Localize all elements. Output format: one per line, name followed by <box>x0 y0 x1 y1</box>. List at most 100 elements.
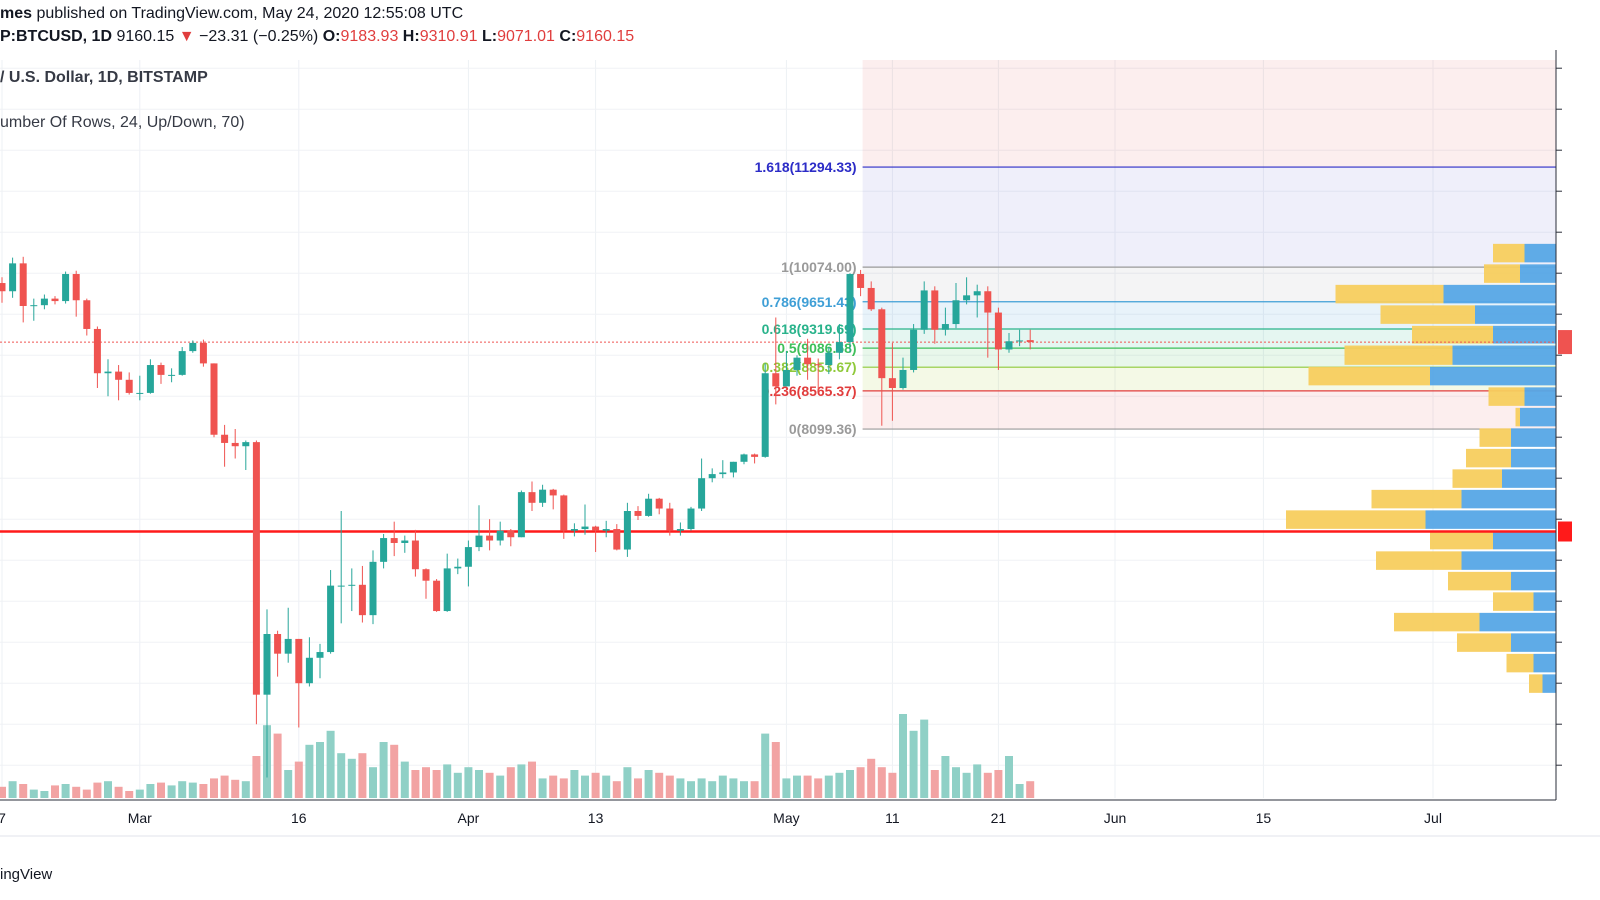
last-price-marker <box>1558 330 1572 355</box>
volume-bar <box>40 791 49 798</box>
candle <box>782 351 790 387</box>
volume-profile-up <box>1425 510 1556 529</box>
candle-body <box>814 364 822 366</box>
candle-body <box>570 529 578 531</box>
low-value: 9071.01 <box>497 28 555 45</box>
volume-profile-legend[interactable]: umber Of Rows, 24, Up/Down, 70) <box>0 114 245 131</box>
candle <box>496 521 504 546</box>
candle <box>602 520 610 538</box>
volume-bar <box>231 779 240 798</box>
volume-bar <box>72 786 81 798</box>
series-legend[interactable]: / U.S. Dollar, 1D, BITSTAMP <box>0 69 208 86</box>
volume-bar <box>475 770 483 798</box>
volume-bar <box>687 781 695 798</box>
volume-profile-down <box>1479 428 1511 447</box>
volume-bar <box>400 761 409 798</box>
candle <box>104 359 112 397</box>
volume-bar <box>867 758 876 798</box>
volume-profile-up <box>1493 325 1556 344</box>
volume-profile-up <box>1524 243 1556 263</box>
volume-profile-up <box>1520 407 1556 427</box>
volume-bar <box>167 785 176 798</box>
candle-body <box>910 329 918 370</box>
candle <box>676 522 684 536</box>
candle <box>263 609 271 778</box>
candle <box>433 579 441 612</box>
volume-profile-up <box>1524 387 1556 406</box>
volume-profile-up <box>1461 551 1556 570</box>
volume-bar <box>294 761 303 798</box>
volume-bar <box>411 770 420 798</box>
volume-bar <box>1026 781 1035 798</box>
candle <box>729 461 737 478</box>
close-label: C: <box>559 28 577 45</box>
time-axis-tick-label: Jun <box>1104 810 1127 826</box>
volume-profile-down <box>1484 264 1520 283</box>
volume-profile <box>1286 243 1556 693</box>
volume-bar <box>390 744 399 798</box>
candle <box>814 358 822 392</box>
volume-bar <box>930 770 939 798</box>
candle-body <box>878 309 886 379</box>
candle <box>83 298 91 336</box>
open-label: O: <box>322 28 341 45</box>
volume-profile-up <box>1511 571 1556 591</box>
volume-bar <box>178 781 187 798</box>
support-price-marker <box>1558 521 1572 542</box>
volume-profile-down <box>1493 592 1534 611</box>
candle-body <box>348 584 356 586</box>
candle-body <box>666 508 674 531</box>
candle-body <box>539 489 547 503</box>
candle <box>401 535 409 553</box>
candle-body <box>316 652 324 658</box>
candle <box>210 363 218 438</box>
volume-profile-down <box>1466 448 1511 468</box>
volume-profile-down <box>1335 284 1444 304</box>
candle-body <box>136 392 144 394</box>
candle-body <box>984 291 992 313</box>
fib-level-label: 1(10074.00) <box>781 259 857 275</box>
volume-bar <box>51 785 59 798</box>
volume-profile-down <box>1412 325 1493 344</box>
volume-bar <box>443 764 452 798</box>
volume-profile-down <box>1448 571 1511 591</box>
candle <box>358 565 366 623</box>
candle <box>486 519 494 551</box>
volume-bar <box>316 742 324 798</box>
open-value: 9183.93 <box>340 28 399 45</box>
candle <box>994 307 1002 370</box>
volume-bar <box>453 772 462 798</box>
volume-bar <box>941 756 950 798</box>
candle-body <box>115 371 123 380</box>
candle-body <box>178 351 186 375</box>
volume-bar <box>210 778 218 798</box>
candle <box>274 630 282 677</box>
candle-body <box>305 657 313 684</box>
candle <box>348 568 356 612</box>
candle-body <box>30 305 38 307</box>
candle-body <box>931 290 939 330</box>
candle <box>157 362 165 384</box>
fib-level-label: 1.618(11294.33) <box>755 159 857 175</box>
candle-body <box>0 283 6 292</box>
low-label: L: <box>481 28 498 45</box>
candle <box>708 468 716 483</box>
candle-body <box>263 634 271 695</box>
candle-body <box>698 478 706 509</box>
volume-bar <box>835 772 844 798</box>
candle-body <box>867 287 875 310</box>
volume-bar <box>602 775 611 798</box>
candle-body <box>464 547 472 567</box>
candle <box>570 523 578 537</box>
volume-bar <box>19 784 28 798</box>
tradingview-brand[interactable]: ingView <box>0 866 53 883</box>
volume-bar <box>337 753 346 798</box>
candle-body <box>62 274 70 302</box>
volume-bar <box>634 778 642 798</box>
candle-body <box>592 526 600 531</box>
candle <box>549 488 557 510</box>
ohlc-header: P:BTCUSD, 1D 9160.15 ▼ −23.31 (−0.25%) O… <box>0 28 634 46</box>
candle <box>454 558 462 575</box>
volume-bar <box>952 767 960 798</box>
